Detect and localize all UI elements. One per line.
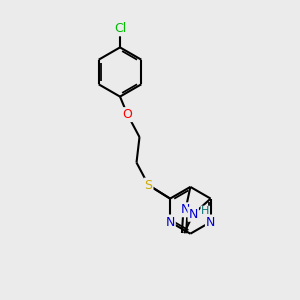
Text: N: N: [189, 208, 198, 221]
Text: H: H: [201, 206, 209, 216]
Text: N: N: [181, 203, 190, 216]
Text: N: N: [165, 215, 175, 229]
Text: O: O: [123, 108, 132, 121]
Text: N: N: [206, 215, 215, 229]
Text: Cl: Cl: [114, 22, 126, 35]
Text: S: S: [145, 178, 152, 192]
